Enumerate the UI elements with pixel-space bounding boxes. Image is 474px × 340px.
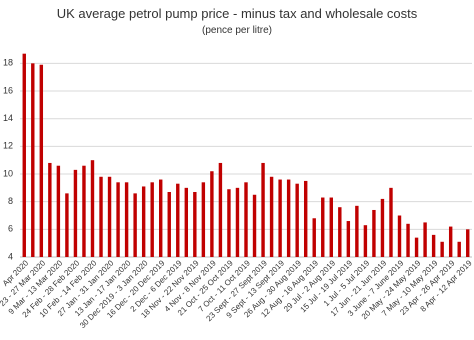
bar <box>414 237 419 257</box>
bar <box>116 182 120 257</box>
bar <box>73 169 78 257</box>
bar <box>448 226 453 257</box>
bar <box>303 180 308 257</box>
bar <box>372 209 376 257</box>
y-tick-label: 8 <box>8 196 13 206</box>
bar <box>261 162 265 257</box>
bar <box>124 182 129 257</box>
chart-subtitle: (pence per litre) <box>202 25 272 36</box>
bar <box>269 176 274 257</box>
bar <box>176 183 180 257</box>
bar <box>99 176 103 257</box>
bar <box>457 241 461 257</box>
bar <box>355 205 359 257</box>
bar <box>133 193 137 257</box>
y-tick-label: 6 <box>8 224 13 234</box>
y-tick-label: 18 <box>3 58 13 68</box>
bar <box>397 215 402 257</box>
bar <box>82 165 86 257</box>
bar <box>22 53 26 257</box>
bar <box>141 186 146 257</box>
bar <box>321 197 325 257</box>
bar <box>48 162 52 257</box>
bar <box>39 64 44 257</box>
bar <box>167 191 171 257</box>
bar <box>312 218 316 257</box>
y-tick-label: 16 <box>3 85 13 95</box>
bar <box>440 241 444 257</box>
bar <box>286 179 291 257</box>
bar <box>107 176 112 257</box>
bar <box>218 162 223 257</box>
bar <box>423 222 427 257</box>
bar <box>380 198 385 257</box>
bar <box>193 191 197 257</box>
y-tick-label: 12 <box>3 141 13 151</box>
bar <box>90 160 95 257</box>
bar <box>389 187 393 257</box>
bar <box>65 193 69 257</box>
bar <box>150 182 154 257</box>
bar <box>184 187 189 257</box>
bar <box>278 179 282 257</box>
y-tick-label: 10 <box>3 168 13 178</box>
bar <box>252 194 257 257</box>
bar <box>363 225 368 257</box>
bar <box>227 189 231 257</box>
bar <box>406 223 410 257</box>
bar <box>346 221 351 257</box>
bar <box>31 63 35 258</box>
bar <box>159 179 163 257</box>
bar <box>329 197 333 257</box>
bar <box>338 207 342 257</box>
y-tick-label: 4 <box>8 251 13 261</box>
bar <box>295 183 299 257</box>
y-tick-label: 14 <box>3 113 13 123</box>
bar <box>56 165 61 257</box>
bar <box>210 171 214 257</box>
bar <box>431 234 436 257</box>
bar <box>201 182 206 257</box>
chart-title: UK average petrol pump price - minus tax… <box>57 6 418 21</box>
bar <box>235 187 240 257</box>
bar <box>244 182 248 257</box>
bar <box>466 229 470 257</box>
